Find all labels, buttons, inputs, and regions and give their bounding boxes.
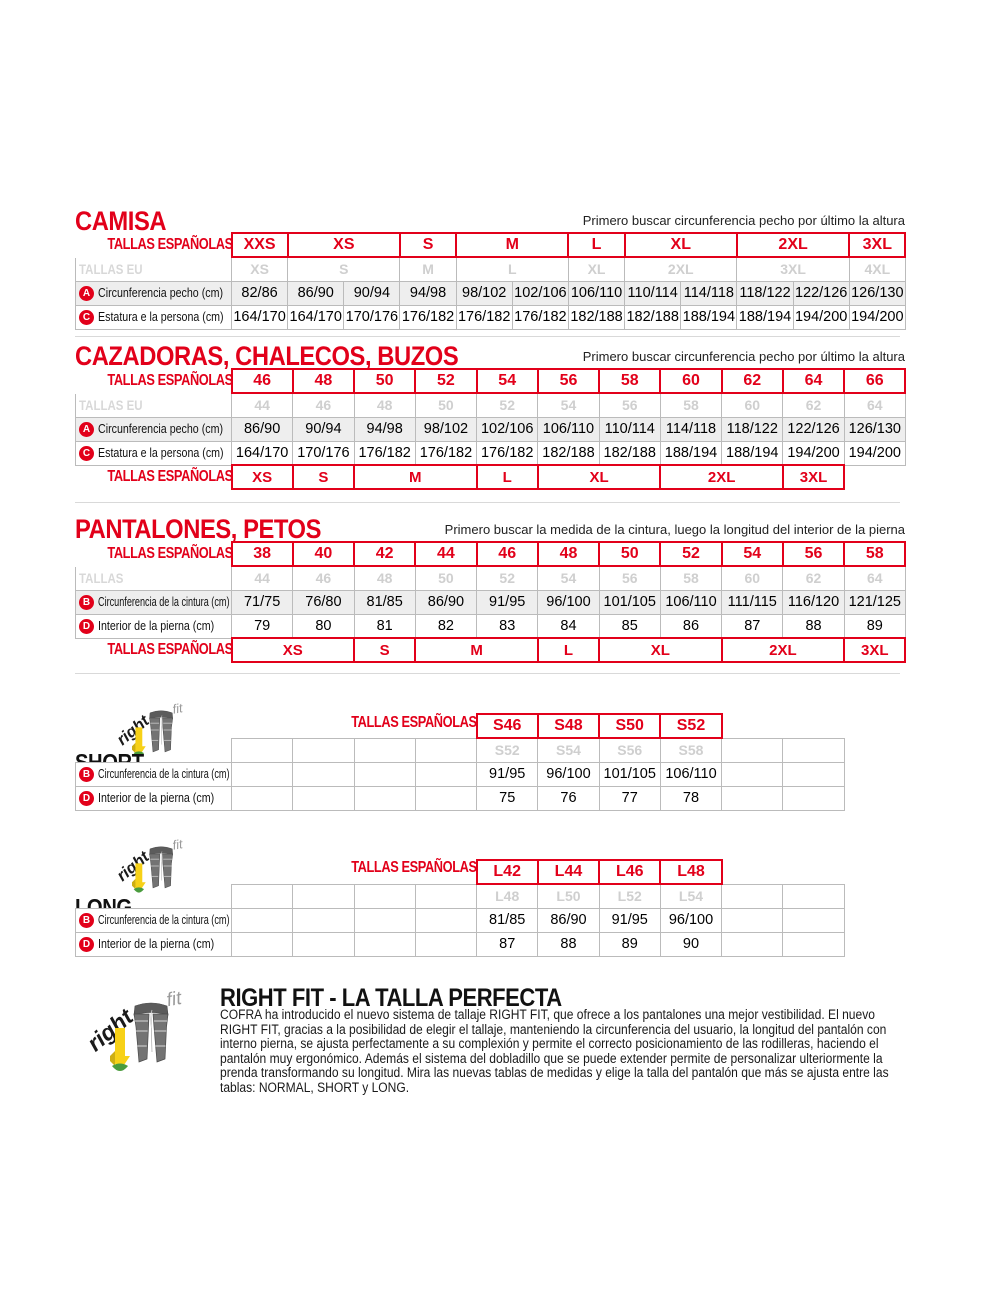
svg-text:right: right	[82, 1003, 139, 1057]
svg-text:fit: fit	[171, 836, 185, 853]
svg-text:fit: fit	[165, 988, 184, 1011]
